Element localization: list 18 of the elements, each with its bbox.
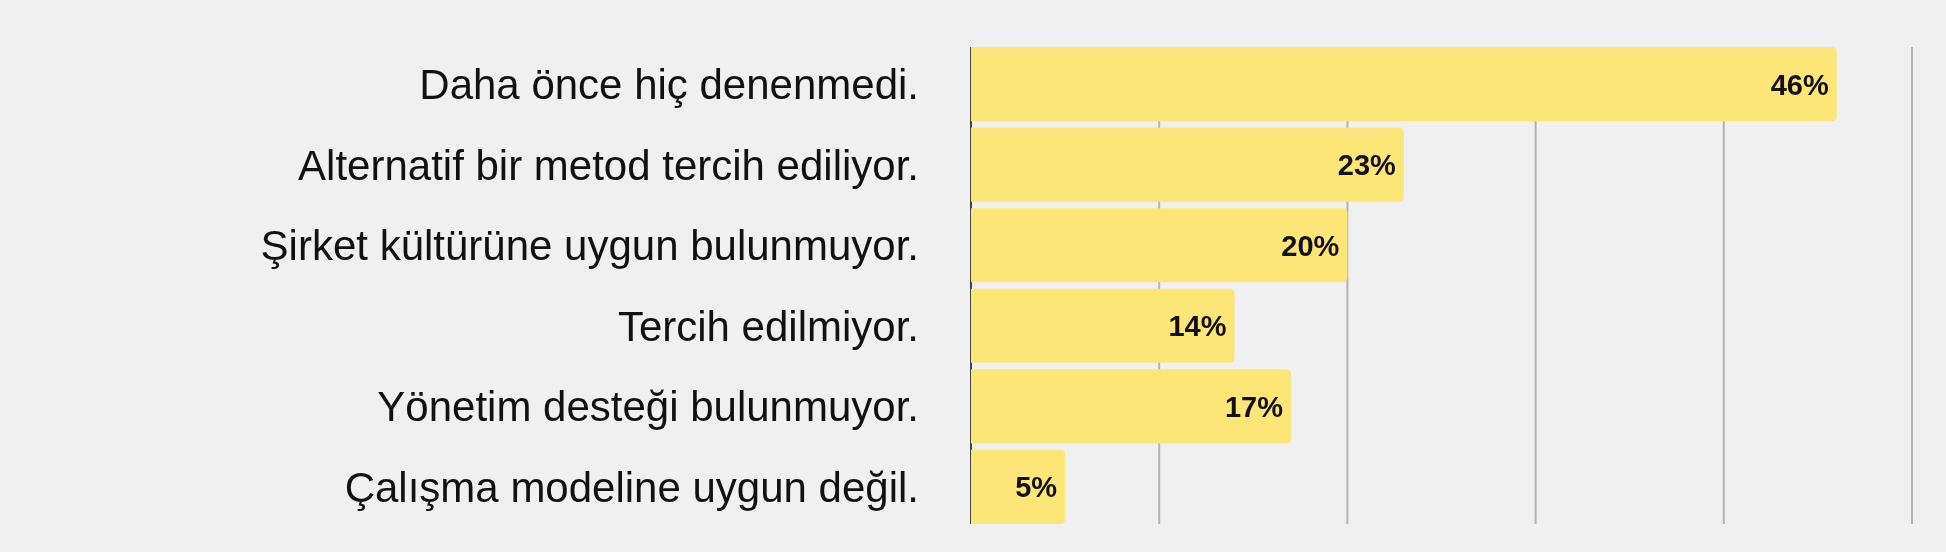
bar [971,369,1291,444]
data-label: 23% [1337,149,1397,182]
data-label: 46% [1770,68,1829,101]
bar [971,208,1348,283]
y-tick-label: Çalışma modeline uygun değil. [344,464,919,512]
data-label: 20% [1281,229,1340,262]
y-tick-label: Alternatif bir metod tercih ediliyor. [298,141,919,189]
bar [971,47,1837,122]
y-tick-label: Şirket kültürüne uygun bulunmuyor. [260,222,919,270]
data-label: 17% [1224,390,1284,423]
bar [971,127,1404,202]
bar [971,288,1235,363]
y-tick-label: Yönetim desteği bulunmuyor. [377,383,919,431]
data-label: 5% [1015,471,1058,504]
y-tick-label: Tercih edilmiyor. [617,302,919,350]
y-tick-label: Daha önce hiç denenmedi. [419,61,919,109]
bar [971,449,1066,524]
data-label: 14% [1168,310,1227,343]
